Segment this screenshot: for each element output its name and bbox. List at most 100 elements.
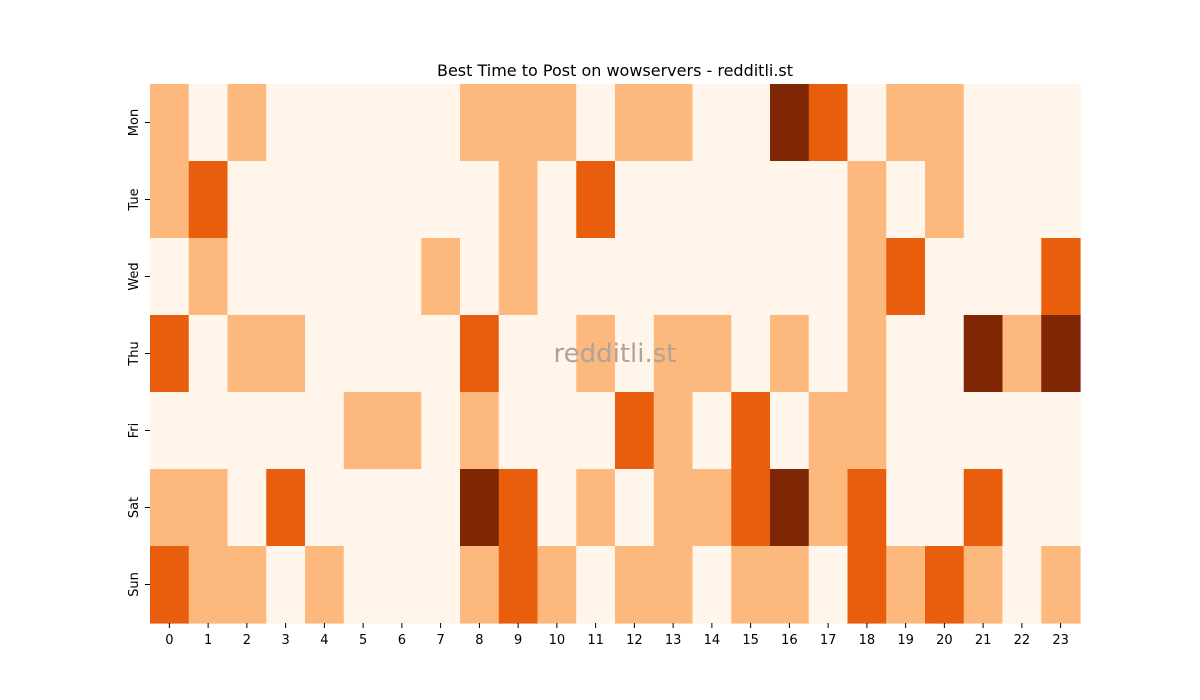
heatmap-cell-mon-8	[460, 84, 500, 162]
heatmap-cell-wed-14	[692, 238, 732, 316]
heatmap-cell-tue-0	[150, 161, 190, 239]
heatmap-cell-sat-10	[537, 469, 577, 547]
heatmap-cell-wed-1	[188, 238, 229, 316]
heatmap-cell-sun-8	[460, 546, 500, 624]
heatmap-cell-wed-4	[305, 238, 345, 316]
heatmap-cell-thu-3	[266, 315, 306, 393]
heatmap-cell-wed-6	[382, 238, 422, 316]
heatmap-cell-sat-20	[925, 469, 965, 547]
heatmap-cell-fri-12	[615, 392, 655, 470]
heatmap-cell-tue-12	[615, 161, 655, 239]
heatmap-cell-sun-22	[1002, 546, 1042, 624]
x-tick-label: 16	[781, 633, 798, 648]
heatmap-cell-thu-1	[188, 315, 229, 393]
x-tick-label: 8	[475, 633, 483, 648]
heatmap-cell-sun-7	[421, 546, 461, 624]
heatmap-cell-tue-3	[266, 161, 306, 239]
heatmap-cell-tue-21	[963, 161, 1004, 239]
heatmap-cell-sat-18	[847, 469, 887, 547]
heatmap-cell-thu-18	[847, 315, 887, 393]
heatmap-cell-thu-5	[343, 315, 384, 393]
x-tick-label: 13	[665, 633, 682, 648]
heatmap-cell-fri-14	[692, 392, 732, 470]
heatmap-cell-mon-19	[886, 84, 926, 162]
x-tick-label: 19	[897, 633, 914, 648]
heatmap-cell-thu-11	[576, 315, 616, 393]
heatmap-cell-sat-11	[576, 469, 616, 547]
heatmap-cell-sun-14	[692, 546, 732, 624]
heatmap-cell-fri-7	[421, 392, 461, 470]
heatmap-cell-wed-19	[886, 238, 926, 316]
heatmap-cell-thu-6	[382, 315, 422, 393]
heatmap-cell-wed-9	[498, 238, 539, 316]
heatmap-cell-sat-13	[653, 469, 694, 547]
heatmap-cell-fri-20	[925, 392, 965, 470]
heatmap-cell-tue-17	[808, 161, 849, 239]
heatmap-cell-wed-16	[770, 238, 810, 316]
heatmap-cell-mon-21	[963, 84, 1004, 162]
x-tick-label: 14	[704, 633, 721, 648]
heatmap-cell-mon-3	[266, 84, 306, 162]
y-tick-label: Sat	[127, 497, 142, 518]
heatmap-cell-fri-19	[886, 392, 926, 470]
heatmap-cell-wed-2	[227, 238, 267, 316]
heatmap-cell-tue-10	[537, 161, 577, 239]
heatmap-cell-wed-8	[460, 238, 500, 316]
heatmap-cell-thu-21	[963, 315, 1004, 393]
heatmap-cell-mon-1	[188, 84, 229, 162]
heatmap-cell-tue-5	[343, 161, 384, 239]
heatmap-cell-tue-22	[1002, 161, 1042, 239]
x-tick-label: 2	[243, 633, 251, 648]
heatmap-cell-tue-23	[1041, 161, 1081, 239]
x-tick-label: 3	[281, 633, 289, 648]
heatmap-cell-fri-18	[847, 392, 887, 470]
heatmap-cell-wed-17	[808, 238, 849, 316]
heatmap-cell-sat-1	[188, 469, 229, 547]
y-tick-label: Wed	[127, 262, 142, 290]
heatmap-cell-tue-18	[847, 161, 887, 239]
heatmap-cell-tue-7	[421, 161, 461, 239]
heatmap-cell-sat-0	[150, 469, 190, 547]
heatmap-cell-sun-12	[615, 546, 655, 624]
heatmap-cell-wed-18	[847, 238, 887, 316]
heatmap-cell-fri-1	[188, 392, 229, 470]
heatmap-cell-sun-21	[963, 546, 1004, 624]
heatmap-cell-mon-12	[615, 84, 655, 162]
heatmap-cell-sat-12	[615, 469, 655, 547]
x-tick-label: 9	[514, 633, 522, 648]
heatmap-cell-sat-3	[266, 469, 306, 547]
heatmap-cell-thu-7	[421, 315, 461, 393]
heatmap-cell-sun-2	[227, 546, 267, 624]
x-tick-label: 1	[204, 633, 212, 648]
x-tick-label: 15	[742, 633, 759, 648]
heatmap-cell-wed-10	[537, 238, 577, 316]
y-axis-ticks: Mon Tue Wed Thu Fri Sat Sun	[127, 109, 150, 597]
heatmap-cell-sat-17	[808, 469, 849, 547]
heatmap-cell-wed-5	[343, 238, 384, 316]
heatmap-cell-wed-0	[150, 238, 190, 316]
heatmap-cell-tue-8	[460, 161, 500, 239]
heatmap-cell-thu-9	[498, 315, 539, 393]
heatmap-cell-thu-16	[770, 315, 810, 393]
heatmap-cell-tue-16	[770, 161, 810, 239]
heatmap-cell-mon-17	[808, 84, 849, 162]
heatmap-cell-mon-14	[692, 84, 732, 162]
heatmap-cell-thu-23	[1041, 315, 1081, 393]
heatmap-cell-tue-13	[653, 161, 694, 239]
heatmap-cell-sat-21	[963, 469, 1004, 547]
heatmap-cell-sat-2	[227, 469, 267, 547]
x-tick-label: 18	[859, 633, 876, 648]
heatmap-cell-thu-10	[537, 315, 577, 393]
x-tick-label: 10	[549, 633, 566, 648]
x-tick-label: 17	[820, 633, 837, 648]
x-tick-label: 20	[936, 633, 953, 648]
heatmap-cell-thu-4	[305, 315, 345, 393]
heatmap-cell-tue-1	[188, 161, 229, 239]
heatmap-cell-wed-21	[963, 238, 1004, 316]
x-tick-label: 4	[320, 633, 328, 648]
x-tick-label: 23	[1052, 633, 1069, 648]
heatmap-cell-mon-9	[498, 84, 539, 162]
heatmap-cell-fri-6	[382, 392, 422, 470]
heatmap-cell-thu-8	[460, 315, 500, 393]
